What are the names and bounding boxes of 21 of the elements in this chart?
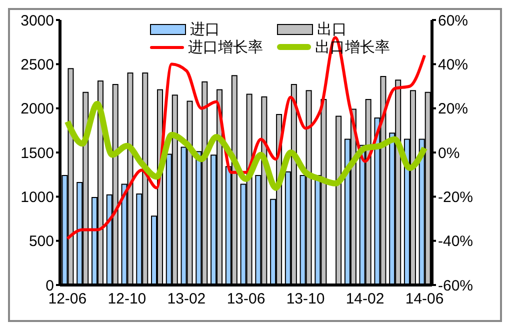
line-series bbox=[66, 36, 426, 240]
y2-tick-label: 20% bbox=[438, 100, 468, 118]
y2-tick-label: -40% bbox=[438, 233, 474, 250]
y-tick-label: 2000 bbox=[20, 100, 54, 118]
y2-tick-label: 60% bbox=[438, 12, 468, 30]
y-tick-label: 1000 bbox=[20, 188, 54, 206]
x-tick-label: 13-10 bbox=[286, 290, 325, 308]
x-tick-label: 12-10 bbox=[108, 290, 146, 308]
y2-tick-label: 40% bbox=[438, 56, 468, 74]
y-tick-label: 1500 bbox=[20, 144, 54, 162]
x-tick-label: 13-06 bbox=[226, 290, 266, 308]
legend-label: 出口 bbox=[317, 20, 347, 38]
x-tick-label: 14-02 bbox=[346, 290, 384, 308]
x-tick-label: 13-02 bbox=[167, 290, 206, 308]
legend-label: 进口 bbox=[190, 20, 220, 38]
y-tick-label: 2500 bbox=[20, 56, 54, 74]
y2-tick-label: -20% bbox=[438, 188, 474, 206]
y-tick-label: 500 bbox=[28, 233, 54, 250]
legend-label: 进口增长率 bbox=[188, 38, 263, 56]
y-tick-label: 3000 bbox=[20, 12, 54, 30]
y2-tick-label: 0% bbox=[438, 144, 460, 162]
